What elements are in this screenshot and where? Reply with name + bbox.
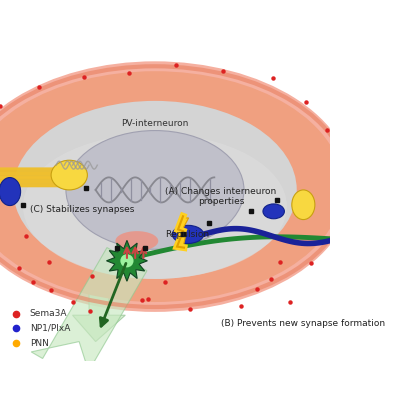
Text: PV-interneuron: PV-interneuron (121, 119, 189, 129)
Ellipse shape (263, 204, 285, 219)
Ellipse shape (0, 71, 343, 302)
Ellipse shape (13, 101, 297, 279)
Text: PNN: PNN (30, 339, 49, 348)
Ellipse shape (116, 231, 158, 251)
Text: (A) Changes interneuron
properties: (A) Changes interneuron properties (165, 187, 277, 206)
Ellipse shape (120, 254, 134, 267)
Text: Sema3A: Sema3A (30, 309, 67, 318)
Ellipse shape (0, 61, 353, 312)
Text: Repulsion: Repulsion (165, 230, 209, 239)
Ellipse shape (51, 160, 87, 190)
Ellipse shape (292, 190, 315, 220)
Polygon shape (73, 256, 125, 342)
Ellipse shape (66, 130, 244, 249)
Text: NP1/PlxA: NP1/PlxA (30, 324, 70, 333)
Ellipse shape (0, 178, 20, 206)
Text: (B) Prevents new synapse formation: (B) Prevents new synapse formation (221, 319, 385, 328)
Ellipse shape (23, 134, 287, 279)
Text: (C) Stabilizes synapses: (C) Stabilizes synapses (30, 205, 135, 214)
Polygon shape (31, 248, 147, 388)
Polygon shape (174, 218, 189, 248)
Polygon shape (107, 241, 147, 281)
Ellipse shape (172, 225, 204, 244)
